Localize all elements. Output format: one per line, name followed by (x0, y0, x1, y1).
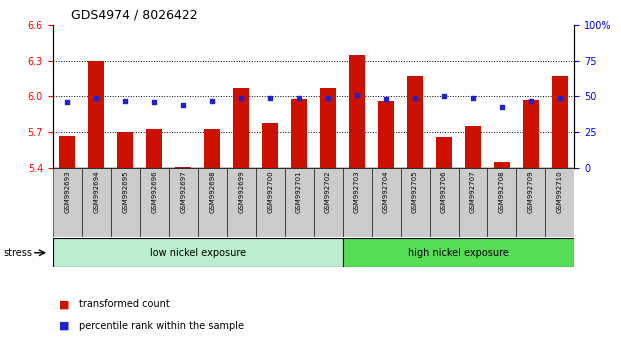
Bar (494, 162, 510, 168)
Bar (53, 238, 343, 267)
Text: GSM992703: GSM992703 (354, 170, 360, 213)
Bar (378, 101, 394, 168)
Bar (53, 168, 82, 237)
Bar (436, 137, 452, 168)
Bar (111, 168, 140, 237)
Text: percentile rank within the sample: percentile rank within the sample (79, 321, 244, 331)
Text: GSM992695: GSM992695 (122, 170, 128, 213)
Text: GSM992696: GSM992696 (152, 170, 157, 213)
Text: transformed count: transformed count (79, 299, 170, 309)
Text: GSM992693: GSM992693 (65, 170, 70, 213)
Text: GSM992698: GSM992698 (209, 170, 215, 213)
Text: GSM992700: GSM992700 (267, 170, 273, 213)
Bar (169, 168, 197, 237)
Text: GSM992694: GSM992694 (93, 170, 99, 213)
Bar (320, 88, 336, 168)
Text: high nickel exposure: high nickel exposure (408, 248, 509, 258)
Bar (291, 99, 307, 168)
Point (294, 95, 304, 101)
Point (149, 99, 159, 105)
Bar (487, 168, 517, 237)
Point (236, 95, 246, 101)
Bar (458, 168, 487, 237)
Bar (204, 129, 220, 168)
Bar (147, 129, 162, 168)
Bar (407, 76, 423, 168)
Text: ■: ■ (59, 299, 70, 309)
Bar (343, 238, 574, 267)
Point (381, 97, 391, 102)
Text: GSM992706: GSM992706 (441, 170, 447, 213)
Bar (262, 123, 278, 168)
Point (526, 98, 536, 104)
Text: GSM992707: GSM992707 (470, 170, 476, 213)
Text: GSM992708: GSM992708 (499, 170, 505, 213)
Bar (284, 168, 314, 237)
Bar (545, 168, 574, 237)
Point (439, 93, 449, 99)
Text: GSM992710: GSM992710 (557, 170, 563, 213)
Text: GSM992701: GSM992701 (296, 170, 302, 213)
Text: low nickel exposure: low nickel exposure (150, 248, 246, 258)
Text: GSM992704: GSM992704 (383, 170, 389, 213)
Point (497, 104, 507, 109)
Bar (343, 168, 371, 237)
Text: GSM992699: GSM992699 (238, 170, 244, 213)
Point (120, 98, 130, 104)
Text: GDS4974 / 8026422: GDS4974 / 8026422 (71, 9, 198, 22)
Bar (256, 168, 284, 237)
Bar (140, 168, 169, 237)
Bar (197, 168, 227, 237)
Point (207, 98, 217, 104)
Bar (465, 126, 481, 168)
Bar (175, 167, 191, 168)
Point (352, 92, 362, 98)
Bar (517, 168, 545, 237)
Point (410, 95, 420, 101)
Bar (401, 168, 430, 237)
Text: ■: ■ (59, 321, 70, 331)
Bar (227, 168, 256, 237)
Bar (233, 88, 249, 168)
Text: stress: stress (3, 248, 32, 258)
Bar (117, 132, 134, 168)
Text: GSM992697: GSM992697 (180, 170, 186, 213)
Bar (88, 61, 104, 168)
Text: GSM992709: GSM992709 (528, 170, 534, 213)
Point (323, 95, 333, 101)
Point (265, 95, 275, 101)
Bar (552, 76, 568, 168)
Point (555, 95, 565, 101)
Text: GSM992702: GSM992702 (325, 170, 331, 213)
Bar (523, 100, 539, 168)
Point (178, 102, 188, 108)
Point (91, 95, 101, 101)
Bar (82, 168, 111, 237)
Bar (349, 55, 365, 168)
Bar (314, 168, 343, 237)
Bar (371, 168, 401, 237)
Point (468, 95, 478, 101)
Text: GSM992705: GSM992705 (412, 170, 418, 213)
Bar (60, 136, 75, 168)
Bar (430, 168, 458, 237)
Point (62, 99, 72, 105)
